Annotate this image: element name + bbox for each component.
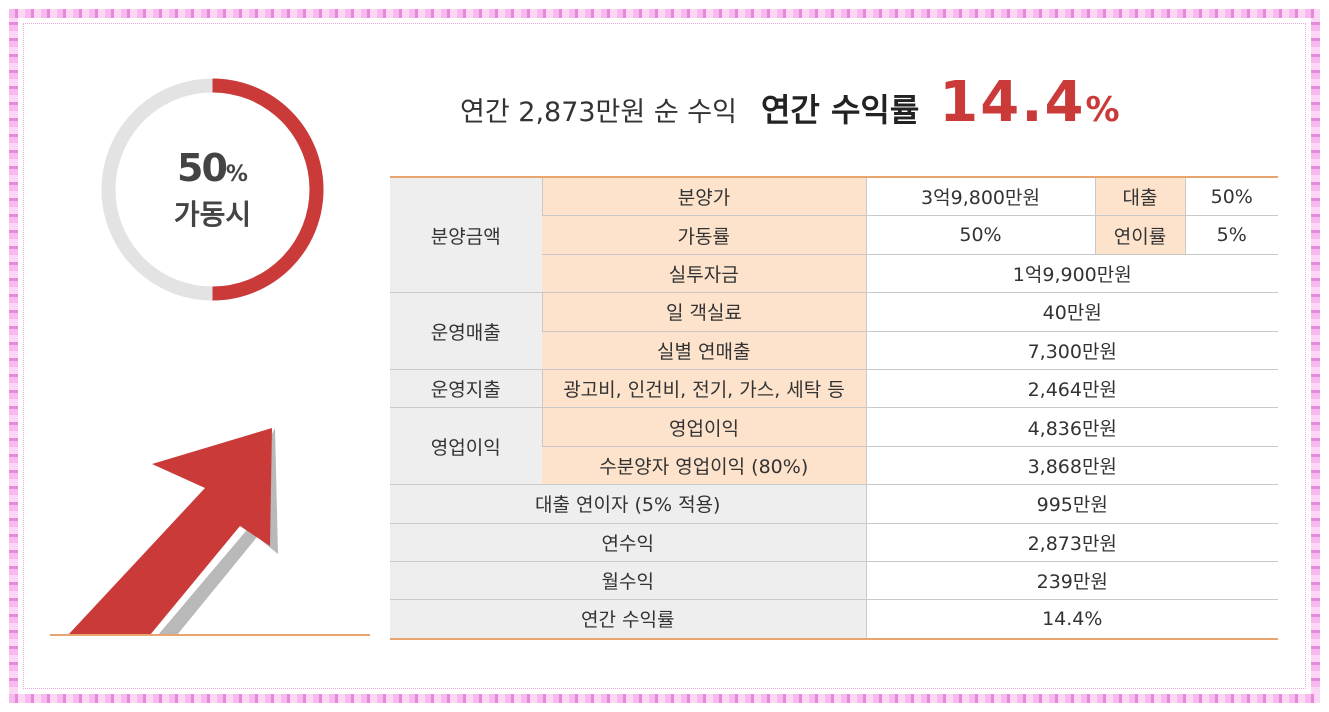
- table-row: 연간 수익률 14.4%: [390, 599, 1278, 640]
- value-interest: 5%: [1184, 215, 1278, 255]
- group-sale-amount: 분양금액: [390, 177, 542, 294]
- table-row: 연수익 2,873만원: [390, 523, 1278, 562]
- table-row: 수분양자 영업이익 (80%) 3,868만원: [390, 446, 1278, 486]
- heading-title: 연간 수익률: [760, 91, 920, 129]
- table-row: 분양금액 분양가 3억9,800만원 대출 50%: [390, 177, 1278, 294]
- value-monthly-income: 239만원: [865, 561, 1278, 601]
- label-annual-income: 연수익: [390, 523, 866, 562]
- arrow-body: [68, 428, 272, 635]
- donut-caption: 가동시: [173, 198, 252, 231]
- table-row: 영업이익 영업이익 4,836만원: [390, 407, 1278, 486]
- value-op-profit: 4,836만원: [865, 407, 1278, 447]
- donut-center-label: 50% 가동시: [95, 72, 330, 307]
- donut-percent: 50%: [177, 146, 248, 197]
- value-ops-expense: 2,464만원: [865, 369, 1278, 409]
- label-ops-expense: 광고비, 인건비, 전기, 가스, 세탁 등: [541, 369, 866, 409]
- value-annual-yield: 14.4%: [865, 599, 1278, 640]
- table-row: 실별 연매출 7,300만원: [390, 331, 1278, 370]
- donut-percent-value: 50: [177, 146, 228, 190]
- value-buyer-profit: 3,868만원: [865, 446, 1278, 486]
- label-actual-investment: 실투자금: [542, 254, 866, 294]
- heading-rate-number: 14.4: [939, 70, 1086, 135]
- group-ops-expense: 운영지출: [390, 369, 542, 409]
- label-annual-yield: 연간 수익률: [390, 599, 866, 640]
- label-op-profit: 영업이익: [541, 407, 866, 447]
- investment-table: 분양금액 분양가 3억9,800만원 대출 50% 가동률 50% 연이률 5%…: [390, 176, 1278, 640]
- table-row: 운영지출 광고비, 인건비, 전기, 가스, 세탁 등 2,464만원: [390, 369, 1278, 409]
- table-row: 가동률 50% 연이률 5%: [390, 215, 1278, 255]
- occupancy-donut: [101, 78, 324, 301]
- value-loan-interest: 995만원: [865, 484, 1278, 524]
- table-row: 운영매출 일 객실료 40만원: [390, 292, 1278, 370]
- label-loan: 대출: [1094, 177, 1185, 217]
- table-row: 대출 연이자 (5% 적용) 995만원: [390, 484, 1278, 524]
- group-ops-revenue: 운영매출: [390, 292, 542, 370]
- label-monthly-income: 월수익: [390, 561, 866, 601]
- value-actual-investment: 1억9,900만원: [865, 254, 1278, 294]
- donut-percent-symbol: %: [225, 162, 248, 187]
- heading-subtitle: 연간 2,873만원 순 수익: [460, 97, 737, 128]
- label-annual-revenue: 실별 연매출: [542, 331, 866, 370]
- table-row: 월수익 239만원: [390, 561, 1278, 601]
- heading-rate-symbol: %: [1085, 90, 1122, 130]
- group-op-profit: 영업이익: [390, 407, 542, 486]
- table-row: 실투자금 1억9,900만원: [390, 254, 1278, 294]
- label-buyer-profit: 수분양자 영업이익 (80%): [542, 446, 866, 486]
- value-loan: 50%: [1184, 177, 1278, 217]
- label-loan-interest: 대출 연이자 (5% 적용): [390, 484, 866, 524]
- trend-up-arrow-icon: [50, 428, 370, 636]
- label-daily-fee: 일 객실료: [541, 292, 866, 332]
- label-interest: 연이률: [1094, 215, 1185, 255]
- value-annual-income: 2,873만원: [865, 523, 1278, 562]
- value-daily-fee: 40만원: [865, 292, 1278, 332]
- value-annual-revenue: 7,300만원: [865, 331, 1278, 370]
- value-occupancy: 50%: [865, 215, 1095, 255]
- donut-fill-arc: [212, 78, 324, 301]
- page-heading: 연간 2,873만원 순 수익 연간 수익률 14.4%: [460, 70, 1122, 135]
- label-occupancy: 가동률: [542, 215, 866, 255]
- heading-rate: 14.4%: [939, 70, 1121, 135]
- label-sale-price: 분양가: [541, 177, 866, 217]
- value-sale-price: 3억9,800만원: [865, 177, 1095, 217]
